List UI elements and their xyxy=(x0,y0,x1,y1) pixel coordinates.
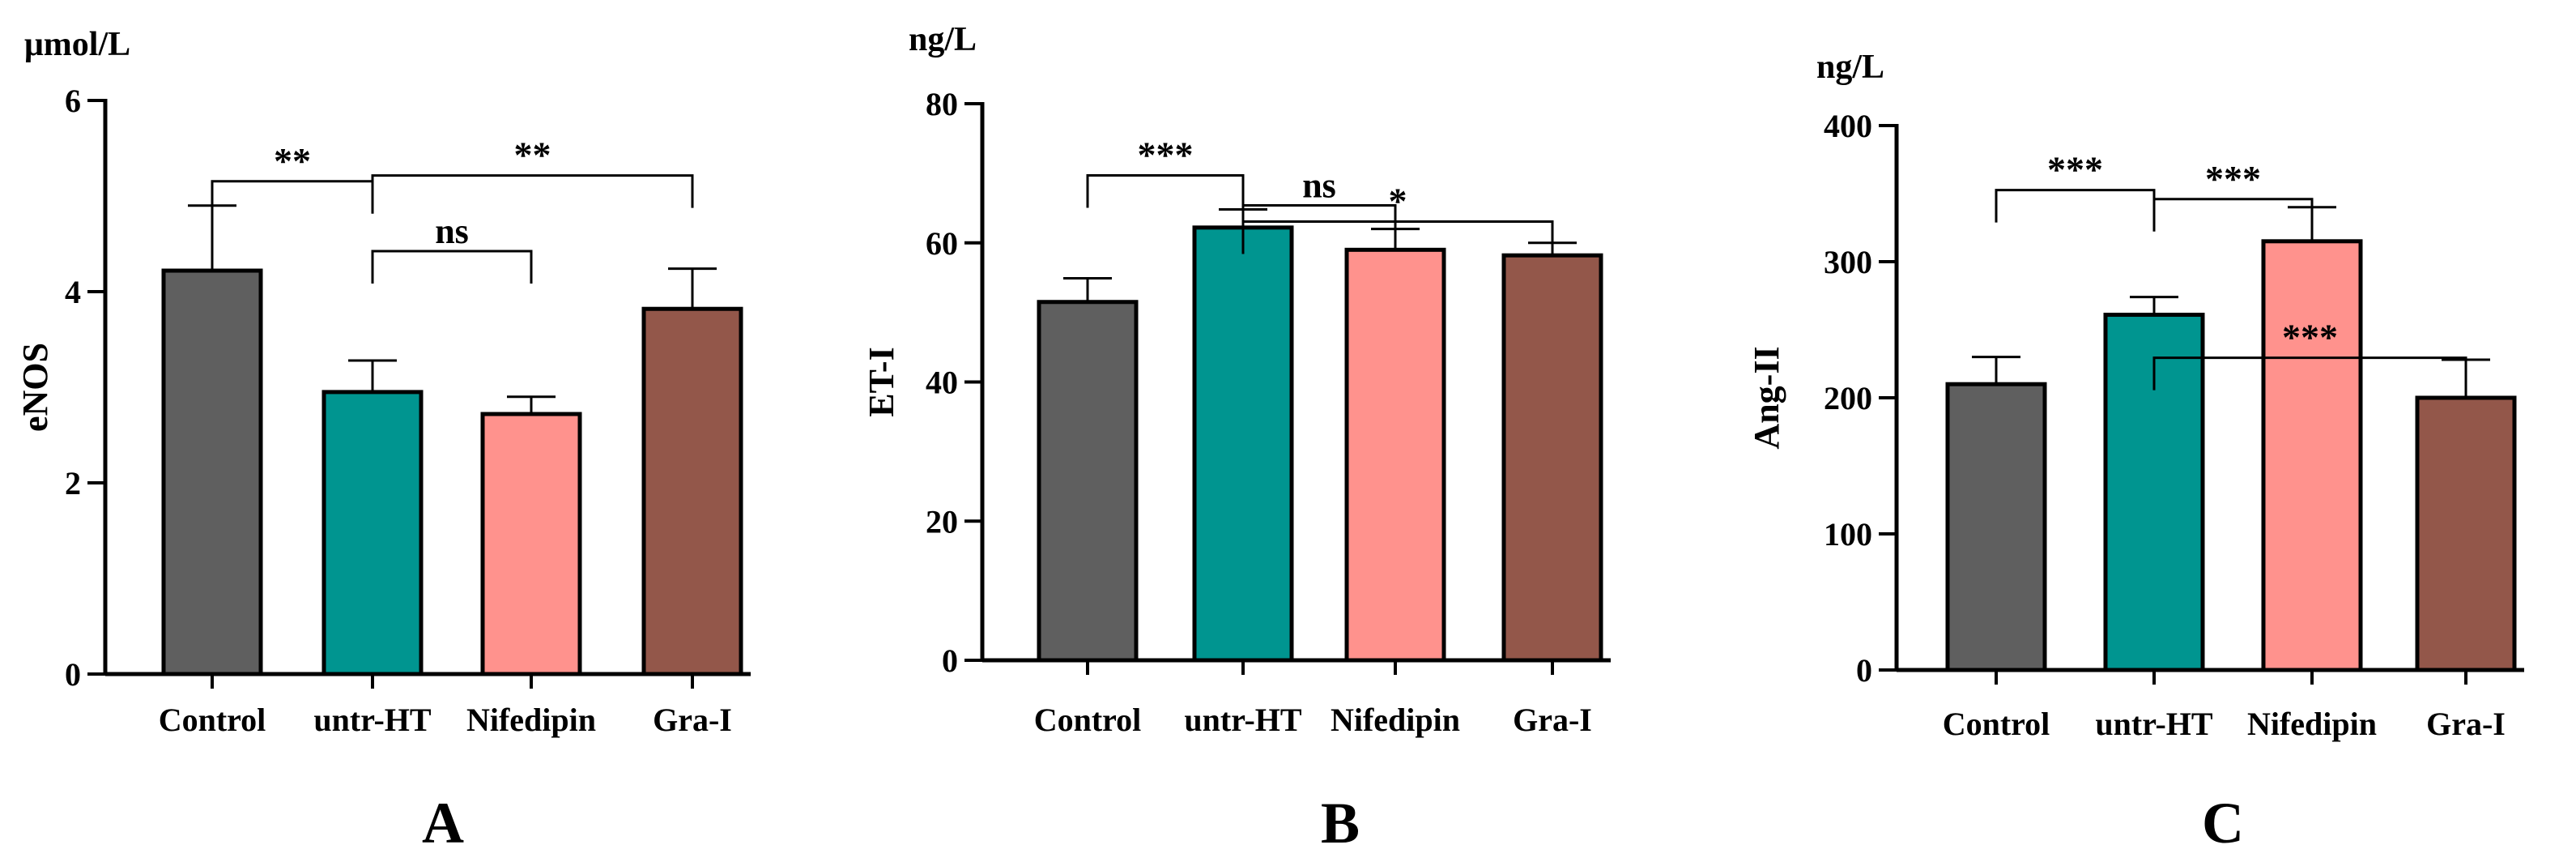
significance-label: ** xyxy=(514,134,551,176)
y-tick-label-0: 0 xyxy=(942,642,958,679)
x-tick-label-untr-ht: untr-HT xyxy=(1184,702,1302,738)
bar-nifedipin xyxy=(2261,239,2363,672)
significance-bracket xyxy=(2152,198,2314,232)
y-tick-label-4: 4 xyxy=(65,274,81,310)
panel-label: A xyxy=(422,791,464,856)
bar-nifedipin xyxy=(1344,247,1446,663)
significance-bracket xyxy=(371,250,533,284)
significance-bracket xyxy=(1086,174,1245,208)
unit-label: ng/L xyxy=(1816,49,1884,86)
significance-label: *** xyxy=(2282,317,2338,358)
bar-gra-i xyxy=(641,306,743,676)
bar-untr-ht xyxy=(321,390,424,676)
comparison-2: ** xyxy=(371,134,694,208)
panel-a: Control untr-HT Nifedipin Gra-I 0 2 4 6 μmol/L eN… xyxy=(15,26,751,856)
significance-label: ** xyxy=(274,140,311,181)
y-tick-label-0: 0 xyxy=(65,656,81,693)
significance-bracket xyxy=(1995,189,2156,223)
bar-gra-i xyxy=(1501,253,1603,663)
panel-label: C xyxy=(2202,791,2244,856)
significance-bracket xyxy=(2152,356,2467,390)
bar-nifedipin xyxy=(480,412,582,676)
x-tick-label-control: Control xyxy=(1943,706,2050,742)
bar-control xyxy=(1945,382,2047,672)
significance-label: ns xyxy=(435,211,469,251)
comparison-1: ns xyxy=(371,211,533,284)
unit-label: ng/L xyxy=(909,21,977,58)
y-tick-label-300: 300 xyxy=(1824,244,1872,280)
y-tick-label-60: 60 xyxy=(926,225,958,262)
significance-label: * xyxy=(1389,181,1407,222)
x-tick-label-nifedipin: Nifedipin xyxy=(466,702,596,738)
significance-label: *** xyxy=(2205,158,2261,199)
significance-label: *** xyxy=(2047,149,2103,190)
bar-untr-ht xyxy=(1192,225,1294,663)
comparison-2: * xyxy=(1241,181,1554,254)
comparison-0: *** xyxy=(1995,149,2156,223)
comparison-1: *** xyxy=(2152,158,2314,232)
y-tick-label-40: 40 xyxy=(926,365,958,401)
bar-control xyxy=(1037,300,1139,663)
bar-control xyxy=(161,268,263,676)
y-tick-label-100: 100 xyxy=(1824,516,1872,553)
x-tick-label-gra-i: Gra-I xyxy=(1513,702,1592,738)
x-tick-label-control: Control xyxy=(159,702,266,738)
y-axis-label: Ang-II xyxy=(1747,346,1786,449)
x-tick-label-gra-i: Gra-I xyxy=(653,702,732,738)
x-tick-label-gra-i: Gra-I xyxy=(2426,706,2506,742)
bar-gra-i xyxy=(2415,395,2517,672)
x-tick-label-nifedipin: Nifedipin xyxy=(1331,702,1460,738)
y-tick-label-80: 80 xyxy=(926,86,958,122)
significance-bracket xyxy=(211,180,374,214)
y-tick-label-20: 20 xyxy=(926,503,958,540)
comparison-2: *** xyxy=(2152,317,2467,390)
x-tick-label-untr-ht: untr-HT xyxy=(313,702,432,738)
panel-label: B xyxy=(1321,791,1360,856)
y-tick-label-200: 200 xyxy=(1824,380,1872,416)
x-tick-label-untr-ht: untr-HT xyxy=(2095,706,2213,742)
y-tick-label-6: 6 xyxy=(65,83,81,119)
panel-c: Control untr-HT Nifedipin Gra-I 0 100 200 300 40… xyxy=(1747,49,2524,856)
significance-bracket xyxy=(1241,220,1554,254)
comparison-0: ** xyxy=(211,140,374,214)
x-tick-label-nifedipin: Nifedipin xyxy=(2247,706,2377,742)
significance-label: ns xyxy=(1302,166,1336,206)
y-tick-label-400: 400 xyxy=(1824,108,1872,144)
y-axis-label: ET-I xyxy=(862,347,901,416)
y-axis-label: eNOS xyxy=(15,343,55,432)
significance-bracket xyxy=(371,174,694,208)
unit-label: μmol/L xyxy=(24,26,130,63)
significance-label: *** xyxy=(1138,134,1194,176)
x-tick-label-control: Control xyxy=(1034,702,1142,738)
comparison-0: *** xyxy=(1086,134,1245,208)
panel-b: Control untr-HT Nifedipin Gra-I 0 20 40 60 80 ng/… xyxy=(862,21,1611,856)
y-tick-label-2: 2 xyxy=(65,465,81,501)
y-tick-label-0: 0 xyxy=(1856,652,1872,689)
